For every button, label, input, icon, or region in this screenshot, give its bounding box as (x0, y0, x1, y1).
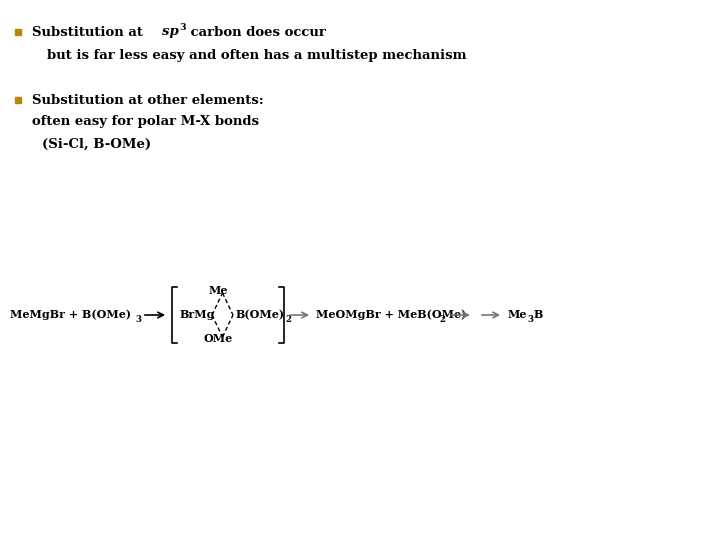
Text: often easy for polar M-X bonds: often easy for polar M-X bonds (32, 116, 259, 129)
Text: 3: 3 (135, 314, 141, 323)
Text: 2: 2 (285, 314, 291, 323)
Text: but is far less easy and often has a multistep mechanism: but is far less easy and often has a mul… (47, 49, 467, 62)
Text: Substitution at: Substitution at (32, 25, 148, 38)
Text: MeOMgBr + MeB(OMe): MeOMgBr + MeB(OMe) (316, 309, 467, 321)
Text: MeMgBr + B(OMe): MeMgBr + B(OMe) (10, 309, 131, 321)
Text: Me: Me (508, 309, 528, 321)
Text: 2: 2 (439, 314, 445, 323)
Text: B(OMe): B(OMe) (236, 309, 285, 321)
Text: B: B (534, 309, 544, 321)
Text: Substitution at other elements:: Substitution at other elements: (32, 93, 264, 106)
Text: sp: sp (162, 25, 179, 38)
Text: (Si-Cl, B-OMe): (Si-Cl, B-OMe) (42, 138, 151, 151)
Text: OMe: OMe (203, 334, 233, 345)
Text: 3: 3 (527, 314, 533, 323)
Text: BrMg: BrMg (180, 309, 215, 321)
Text: 3: 3 (179, 23, 186, 31)
Text: carbon does occur: carbon does occur (186, 25, 326, 38)
Text: Me: Me (208, 286, 228, 296)
